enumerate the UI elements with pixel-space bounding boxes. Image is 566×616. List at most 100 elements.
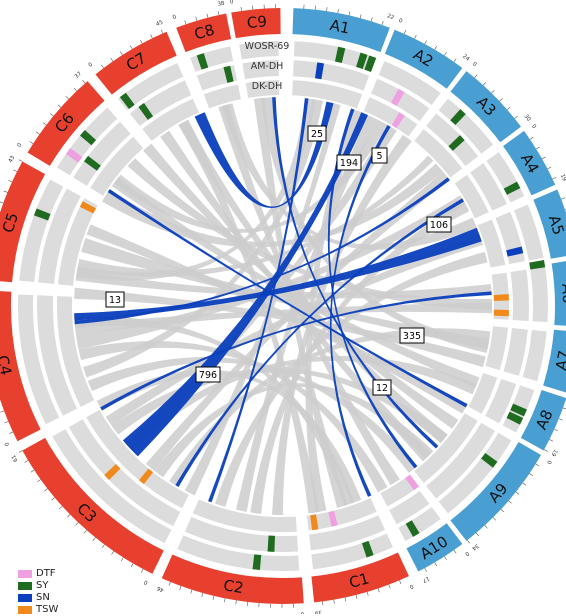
link-label: 194 <box>340 158 358 169</box>
chromosome-start-label: 0 <box>17 142 24 149</box>
link-label: 335 <box>403 331 421 342</box>
tick-mark <box>367 592 368 596</box>
chromosome-start-label: 0 <box>172 14 178 21</box>
tick-mark <box>19 160 22 162</box>
link-label: 106 <box>430 220 448 231</box>
tick-mark <box>185 20 186 24</box>
chromosome-start-label: 0 <box>471 61 478 68</box>
tick-mark <box>548 167 552 169</box>
link-label: 12 <box>376 383 388 394</box>
tick-mark <box>378 588 379 592</box>
tick-mark <box>530 137 533 139</box>
tick-mark <box>161 30 163 34</box>
tick-mark <box>236 600 237 604</box>
legend-item-dtf: DTF <box>18 568 58 579</box>
tick-mark <box>389 585 390 589</box>
tick-mark <box>180 586 181 590</box>
track-label-dkdh: DK-DH <box>252 81 282 92</box>
chromosome-end-label: 30 <box>523 113 532 123</box>
tick-mark <box>444 52 446 55</box>
tick-mark <box>169 582 171 586</box>
legend-swatch <box>18 594 32 602</box>
chromosome-start-label: 0 <box>530 124 537 131</box>
tick-mark <box>483 82 486 85</box>
tick-mark <box>218 11 219 15</box>
tick-mark <box>415 35 417 39</box>
link-label: 796 <box>199 370 217 381</box>
tick-mark <box>516 492 519 494</box>
chromosome-end-label: 22 <box>386 13 395 21</box>
tick-mark <box>191 590 192 594</box>
chromosome-end-label: 19 <box>559 173 566 182</box>
chromosome-end-label: 48 <box>274 0 282 1</box>
tick-mark <box>425 40 427 44</box>
tick-mark <box>404 30 406 34</box>
tick-mark <box>131 564 133 567</box>
qtl-marker-tsw <box>494 294 509 301</box>
tick-mark <box>349 12 350 16</box>
link-label: 5 <box>376 151 382 162</box>
tick-mark <box>101 65 103 68</box>
tick-mark <box>213 596 214 600</box>
chromosome-start-label: 0 <box>300 610 304 614</box>
tick-mark <box>50 113 53 116</box>
tick-mark <box>196 17 197 21</box>
tick-mark <box>371 18 372 22</box>
tick-mark <box>9 432 13 434</box>
chromosome-start-label: 0 <box>88 62 95 69</box>
tick-mark <box>327 7 328 11</box>
legend-swatch <box>18 582 32 590</box>
tick-mark <box>501 509 504 512</box>
tick-mark <box>224 598 225 602</box>
tick-mark <box>66 96 69 99</box>
tick-mark <box>52 498 55 501</box>
tick-mark <box>435 563 437 566</box>
chromosome-label: C9 <box>246 12 268 32</box>
legend-item-sy: SY <box>18 580 58 591</box>
chromosome-start-label: 0 <box>143 578 149 585</box>
link-label-box: 13 <box>106 292 124 307</box>
chromosome-start-label: 0 <box>463 550 470 557</box>
tick-mark <box>322 601 323 605</box>
tick-mark <box>544 450 548 452</box>
tick-mark <box>241 7 242 11</box>
chromosome-start-label: 0 <box>545 459 552 465</box>
tick-mark <box>58 105 61 108</box>
tick-mark <box>19 450 22 452</box>
chromosome-end-label: 61 <box>11 454 20 463</box>
chromosome-end-label: 37 <box>74 71 84 80</box>
tick-mark <box>507 107 510 110</box>
legend-label: SN <box>36 592 50 603</box>
link-label: 25 <box>311 129 323 140</box>
tick-mark <box>37 479 40 481</box>
chromosome-end-label: 39 <box>314 609 322 614</box>
legend-label: SY <box>36 580 48 591</box>
track-segment <box>204 85 241 109</box>
track-segment <box>510 270 529 321</box>
tick-mark <box>549 439 553 441</box>
tick-mark <box>4 191 8 193</box>
tick-mark <box>529 474 532 476</box>
tick-mark <box>500 98 503 101</box>
tick-mark <box>102 545 104 548</box>
tick-mark <box>44 489 47 491</box>
tick-mark <box>82 80 85 83</box>
legend-item-sn: SN <box>18 592 58 603</box>
tick-mark <box>74 88 77 91</box>
tick-mark <box>559 419 563 421</box>
tick-mark <box>59 506 62 509</box>
tick-mark <box>67 514 70 517</box>
tick-mark <box>399 580 401 584</box>
tick-mark <box>141 569 143 573</box>
tick-mark <box>13 170 17 172</box>
tick-mark <box>25 460 28 462</box>
tick-mark <box>476 533 479 536</box>
tick-mark <box>84 530 87 533</box>
qtl-marker-sy <box>268 536 275 552</box>
tick-mark <box>356 595 357 599</box>
tick-mark <box>36 132 39 134</box>
tick-mark <box>509 501 512 504</box>
tick-mark <box>0 202 3 203</box>
link-label: 13 <box>109 295 121 306</box>
chromosome-end-label: 43 <box>8 155 17 164</box>
